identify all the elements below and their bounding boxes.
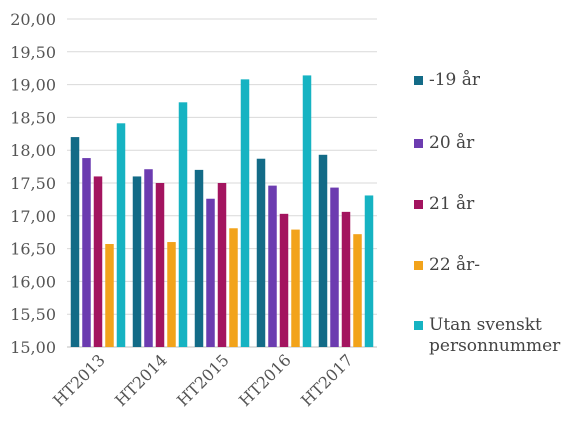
legend-label: 22 år- xyxy=(429,255,481,275)
bar xyxy=(82,158,91,347)
bar xyxy=(116,123,126,347)
x-axis-tick-labels: HT2013 HT2014 HT2015 HT2016 HT2017 xyxy=(49,350,357,410)
legend-item-19: -19 år xyxy=(414,70,480,91)
bar xyxy=(364,195,374,347)
legend-label: -19 år xyxy=(429,70,481,90)
y-tick-label: 17,00 xyxy=(10,207,56,226)
bar xyxy=(105,244,114,347)
y-tick-label: 18,00 xyxy=(10,141,56,160)
y-tick-label: 16,50 xyxy=(10,240,56,259)
bar xyxy=(330,187,339,347)
y-tick-label: 18,50 xyxy=(10,108,56,127)
y-tick-label: 15,00 xyxy=(10,338,56,357)
bar xyxy=(318,154,328,347)
bars xyxy=(70,75,374,348)
legend-label: 20 år xyxy=(429,133,475,153)
legend-swatch xyxy=(414,261,423,270)
bar xyxy=(268,185,277,347)
bar xyxy=(229,228,238,347)
x-tick-label: HT2013 xyxy=(49,350,109,410)
legend-swatch xyxy=(414,321,423,330)
legend-label: 21 år xyxy=(429,194,475,214)
bar xyxy=(178,102,188,347)
bar xyxy=(70,137,80,347)
bar xyxy=(240,79,250,348)
legend-item-20: 20 år xyxy=(414,133,474,154)
bar xyxy=(144,169,153,347)
legend-item-22: 22 år- xyxy=(414,255,480,276)
bar xyxy=(353,234,362,347)
x-tick-label: HT2014 xyxy=(111,350,171,410)
y-tick-label: 17,50 xyxy=(10,174,56,193)
bar xyxy=(279,213,289,347)
x-tick-label: HT2017 xyxy=(297,350,357,410)
y-tick-label: 20,00 xyxy=(10,10,56,29)
y-tick-label: 19,00 xyxy=(10,76,56,95)
bar xyxy=(132,176,142,347)
legend-item-21: 21 år xyxy=(414,194,474,215)
bar xyxy=(302,75,312,347)
legend-swatch xyxy=(414,200,423,209)
y-axis-tick-labels: 15,00 15,50 16,00 16,50 17,00 17,50 18,00 18,50… xyxy=(10,10,56,357)
bar xyxy=(217,183,227,347)
legend-label: Utan svenskt personnummer xyxy=(429,315,561,356)
bar xyxy=(167,242,176,347)
x-tick-label: HT2015 xyxy=(173,350,233,410)
bar xyxy=(194,169,204,347)
legend-swatch xyxy=(414,76,423,85)
bar xyxy=(256,158,266,347)
y-tick-label: 16,00 xyxy=(10,272,56,291)
y-tick-label: 15,50 xyxy=(10,305,56,324)
bar xyxy=(93,176,103,347)
y-tick-label: 19,50 xyxy=(10,43,56,62)
bar xyxy=(341,211,351,347)
legend-swatch xyxy=(414,139,423,148)
x-tick-label: HT2016 xyxy=(235,350,295,410)
bar xyxy=(206,198,215,347)
bar xyxy=(291,229,300,347)
legend-item-utan-personnummer: Utan svenskt personnummer xyxy=(414,315,564,357)
bar xyxy=(155,183,165,347)
